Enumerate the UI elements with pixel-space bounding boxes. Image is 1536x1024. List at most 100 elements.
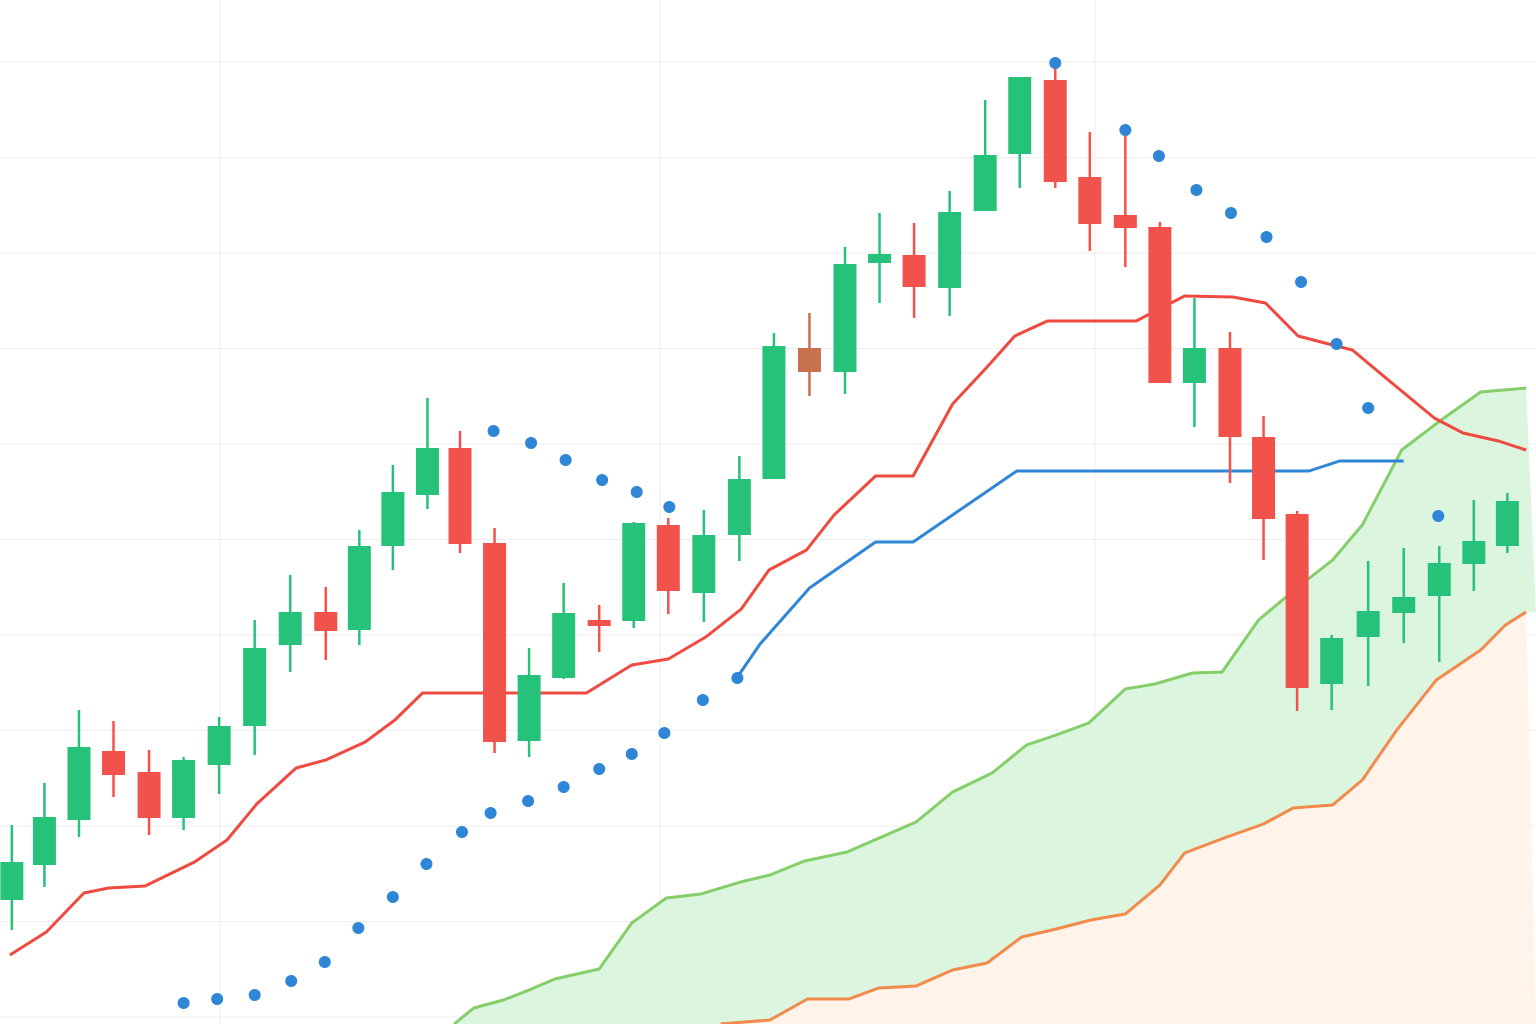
candle-body xyxy=(1285,514,1309,688)
candle-body xyxy=(415,448,439,495)
candle-up xyxy=(347,530,371,645)
candle-up xyxy=(1495,493,1519,553)
candle-down xyxy=(797,313,821,396)
indicator-lines xyxy=(9,294,1527,1024)
psar-dot xyxy=(557,781,570,793)
candle-up xyxy=(278,575,302,672)
candle-body xyxy=(656,525,680,591)
psar-dot xyxy=(522,795,535,807)
candle-down xyxy=(314,587,338,660)
candle-body xyxy=(1356,611,1380,637)
candle-up xyxy=(243,620,267,755)
candle-down xyxy=(1148,222,1172,383)
candle-body xyxy=(207,726,231,765)
candle-up xyxy=(32,783,56,887)
candle-up xyxy=(1008,77,1032,188)
candle-body xyxy=(314,612,338,631)
candle-up xyxy=(172,757,196,830)
candle-body xyxy=(622,523,646,621)
candle-body xyxy=(1218,348,1242,437)
psar-dot xyxy=(1260,231,1273,243)
candle-up xyxy=(1392,548,1416,643)
candle-down xyxy=(1078,132,1102,251)
psar-dot xyxy=(663,501,676,513)
candle-down xyxy=(902,223,926,318)
candle-up xyxy=(833,247,857,394)
cloud-bullish-area xyxy=(454,388,1536,1024)
candle-body xyxy=(278,612,302,645)
candle-up xyxy=(207,717,231,794)
candle-down xyxy=(1252,416,1276,560)
candle-body xyxy=(1462,541,1486,564)
psar-dot xyxy=(696,694,709,706)
psar-dot xyxy=(1119,124,1132,136)
candle-body xyxy=(172,760,196,818)
candle-body xyxy=(797,348,821,372)
candle-body xyxy=(381,492,405,546)
candle-down xyxy=(656,518,680,614)
psar-dot xyxy=(593,763,606,775)
psar-dot xyxy=(177,997,190,1009)
psar-dot xyxy=(630,486,643,498)
candle-body xyxy=(102,751,126,775)
candle-body xyxy=(973,155,997,211)
candle-up xyxy=(727,456,751,561)
candle-body xyxy=(1182,348,1206,383)
psar-dot xyxy=(596,474,609,486)
candle-body xyxy=(0,862,24,900)
candle-up xyxy=(517,648,541,757)
span-b-line xyxy=(720,610,1527,1024)
candle-up xyxy=(938,191,962,316)
psar-dot xyxy=(1362,402,1375,414)
psar-dot xyxy=(1190,184,1203,196)
candle-up xyxy=(868,213,892,303)
candle-body xyxy=(692,535,716,593)
candle-up xyxy=(622,522,646,628)
candle-body xyxy=(347,546,371,630)
candle-down xyxy=(1285,511,1309,711)
candle-down xyxy=(448,431,472,553)
candle-body xyxy=(938,212,962,288)
candle-body xyxy=(868,254,892,263)
candle-down xyxy=(1113,130,1137,267)
psar-dot xyxy=(352,922,365,934)
psar-dot xyxy=(1224,207,1237,219)
psar-dot xyxy=(211,993,224,1005)
psar-dot xyxy=(487,425,500,437)
candle-up xyxy=(552,583,576,679)
span-a-line xyxy=(453,386,1527,1024)
candles xyxy=(0,62,1519,930)
candle-up xyxy=(1320,635,1344,710)
psar-dot xyxy=(1432,510,1445,522)
psar-dot xyxy=(525,437,538,449)
candle-up xyxy=(973,100,997,211)
candle-body xyxy=(833,264,857,372)
psar-dot xyxy=(484,807,497,819)
candle-up xyxy=(0,825,24,930)
psar-dot xyxy=(420,858,433,870)
candle-down xyxy=(587,605,611,652)
base-line xyxy=(736,459,1404,678)
candle-body xyxy=(762,346,786,479)
candle-up xyxy=(1356,561,1380,686)
candle-down xyxy=(483,528,507,753)
psar-dot xyxy=(1152,150,1165,162)
psar-dot xyxy=(658,727,671,739)
candle-up xyxy=(762,333,786,479)
psar-dot xyxy=(455,826,468,838)
candle-body xyxy=(1495,501,1519,546)
candle-body xyxy=(1148,227,1172,383)
psar-dot xyxy=(1330,338,1343,350)
candle-up xyxy=(415,398,439,509)
candle-body xyxy=(1078,177,1102,224)
candle-body xyxy=(1252,437,1276,519)
candle-body xyxy=(587,620,611,626)
psar-dot xyxy=(248,989,261,1001)
candle-down xyxy=(1043,62,1067,188)
psar-dot xyxy=(1295,276,1308,288)
candle-body xyxy=(243,648,267,726)
candle-up xyxy=(1462,500,1486,591)
candle-up xyxy=(1427,546,1451,662)
